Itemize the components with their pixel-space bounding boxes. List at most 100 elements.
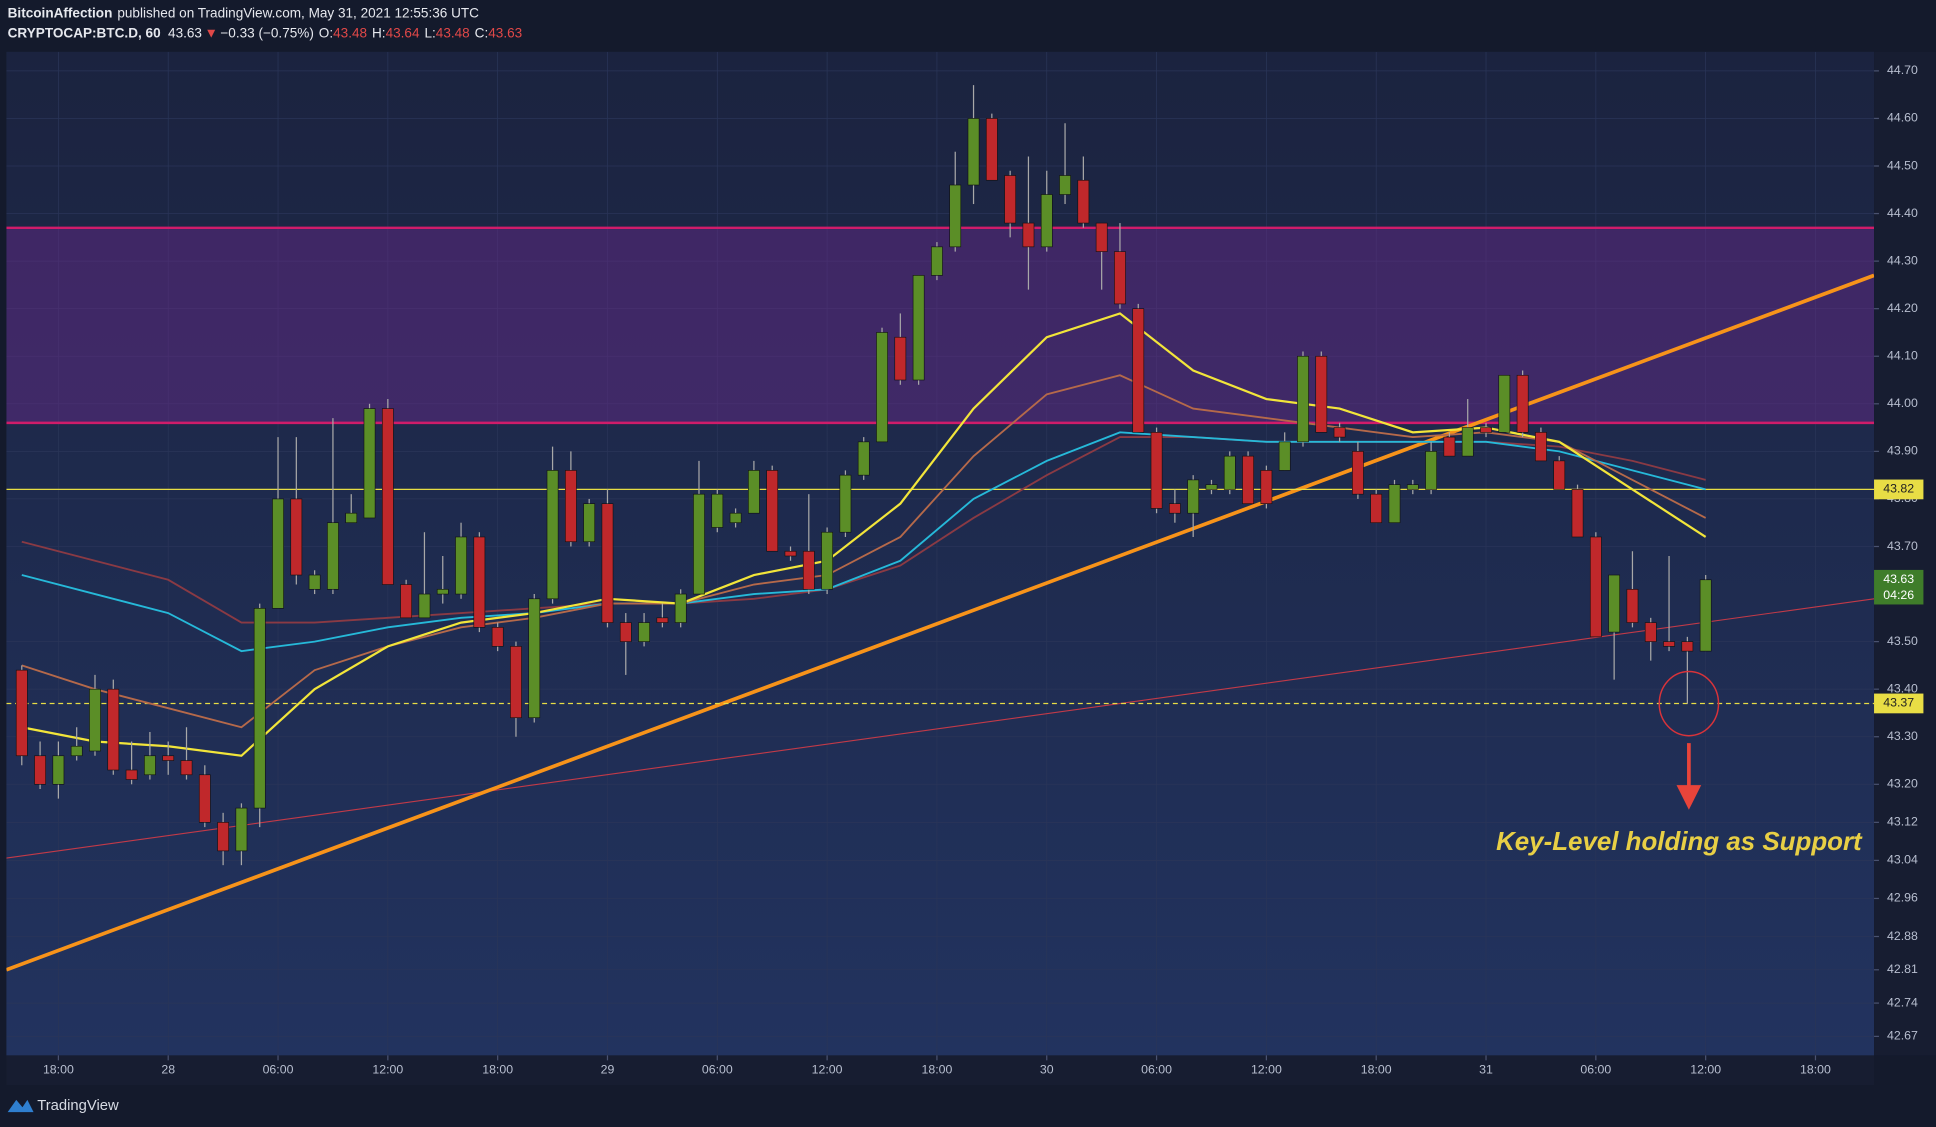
candle-body: [1205, 484, 1218, 490]
x-tick-label: 18:00: [1800, 1062, 1831, 1076]
candle-body: [1223, 455, 1236, 490]
candle-body: [1242, 455, 1254, 504]
brand: TradingView: [37, 1098, 119, 1114]
x-tick-label: 18:00: [1361, 1062, 1392, 1076]
candle-body: [967, 118, 980, 186]
candle-body: [1150, 432, 1163, 509]
candle-body: [1004, 175, 1017, 224]
candle-body: [345, 512, 358, 524]
candle-body: [1169, 503, 1181, 514]
x-tick-label: 06:00: [1141, 1062, 1172, 1076]
ohlc-value: 43.48: [436, 25, 470, 40]
candle-body: [1315, 355, 1328, 433]
x-tick-label: 30: [1040, 1062, 1054, 1076]
candle-body: [89, 688, 101, 752]
circle-annotation: [1658, 670, 1720, 737]
y-tick-label: 42.88: [1887, 929, 1918, 943]
candle-body: [272, 498, 284, 609]
candle-body: [1352, 451, 1364, 495]
x-tick-label: 18:00: [482, 1062, 513, 1076]
arrow-head: [1676, 785, 1702, 810]
x-tick-label: 18:00: [43, 1062, 74, 1076]
candle-body: [711, 493, 724, 528]
y-tick-label: 42.74: [1887, 995, 1918, 1009]
ohlc-value: 43.64: [386, 25, 420, 40]
candle-body: [1425, 451, 1437, 490]
candle-body: [748, 470, 760, 514]
candle-body: [52, 755, 65, 785]
candle-body: [1114, 251, 1126, 305]
published: published on TradingView.com, May 31, 20…: [117, 5, 479, 20]
candle-body: [601, 503, 614, 623]
candle-body: [1406, 484, 1419, 490]
candle-body: [125, 769, 138, 780]
x-tick-label: 18:00: [922, 1062, 953, 1076]
y-tick-label: 42.67: [1887, 1029, 1918, 1043]
candle-body: [656, 617, 669, 623]
candle-body: [729, 512, 742, 524]
x-tick-label: 12:00: [812, 1062, 843, 1076]
candle-body: [162, 755, 175, 761]
candle-body: [1132, 308, 1145, 433]
candle-body: [1535, 432, 1547, 462]
candle-body: [290, 498, 303, 576]
y-tick-label: 44.00: [1887, 396, 1918, 410]
ohlc-value: 43.63: [488, 25, 522, 40]
x-tick-label: 28: [161, 1062, 175, 1076]
candle-body: [1589, 536, 1602, 638]
candle-body: [1260, 470, 1273, 504]
candle-body: [1187, 479, 1200, 514]
candle-body: [491, 627, 504, 647]
last-price-box: [1874, 569, 1924, 605]
trend-line: [6, 273, 1875, 972]
candle-body: [1370, 493, 1383, 524]
candle-body: [1461, 427, 1474, 457]
ohlc-label: H:: [372, 25, 386, 40]
candle-body: [455, 536, 467, 595]
header-line-2: CRYPTOCAP:BTC.D, 60 43.63 ▼ −0.33 (−0.75%) O…: [8, 25, 523, 40]
candle-body: [583, 503, 596, 543]
x-tick-label: 06:00: [1580, 1062, 1611, 1076]
candle-body: [839, 474, 852, 533]
candle-body: [1278, 441, 1291, 471]
y-tick-label: 42.81: [1887, 962, 1918, 976]
time-axis: [6, 1055, 1875, 1086]
y-tick-label: 42.96: [1887, 891, 1918, 905]
y-tick-label: 43.20: [1887, 777, 1918, 791]
y-tick-label: 43.30: [1887, 729, 1918, 743]
candle-body: [565, 470, 577, 543]
candle-body: [510, 646, 522, 719]
last-price-label: 43.63: [1883, 572, 1914, 586]
level-label: 43.82: [1883, 482, 1914, 496]
x-tick-label: 12:00: [1690, 1062, 1721, 1076]
candle-body: [802, 550, 815, 590]
moving-average: [21, 374, 1707, 729]
moving-average: [21, 431, 1706, 653]
candle-body: [107, 688, 120, 771]
candle-body: [1516, 374, 1529, 433]
candle-body: [766, 470, 779, 552]
candle-body: [363, 408, 376, 519]
candle-body: [821, 531, 833, 590]
candle-body: [1095, 222, 1108, 252]
candle-body: [949, 184, 962, 248]
y-tick-label: 43.12: [1887, 815, 1918, 829]
candle-body: [34, 755, 46, 785]
level-label: 43.37: [1883, 696, 1914, 710]
y-tick-label: 43.70: [1887, 539, 1918, 553]
annotation: Key-Level holding as Support: [1496, 828, 1863, 856]
candle-body: [15, 669, 28, 757]
candle-body: [638, 622, 650, 642]
y-tick-label: 43.90: [1887, 444, 1918, 458]
moving-average: [21, 312, 1707, 757]
candle-body: [1626, 588, 1639, 623]
candle-body: [1608, 574, 1621, 633]
candle-body: [1040, 194, 1053, 248]
candle-body: [931, 246, 943, 276]
x-tick-label: 31: [1479, 1062, 1493, 1076]
candle-body: [1498, 374, 1511, 433]
candle-body: [1480, 427, 1492, 433]
candle-body: [418, 593, 431, 619]
y-tick-label: 43.40: [1887, 681, 1918, 695]
